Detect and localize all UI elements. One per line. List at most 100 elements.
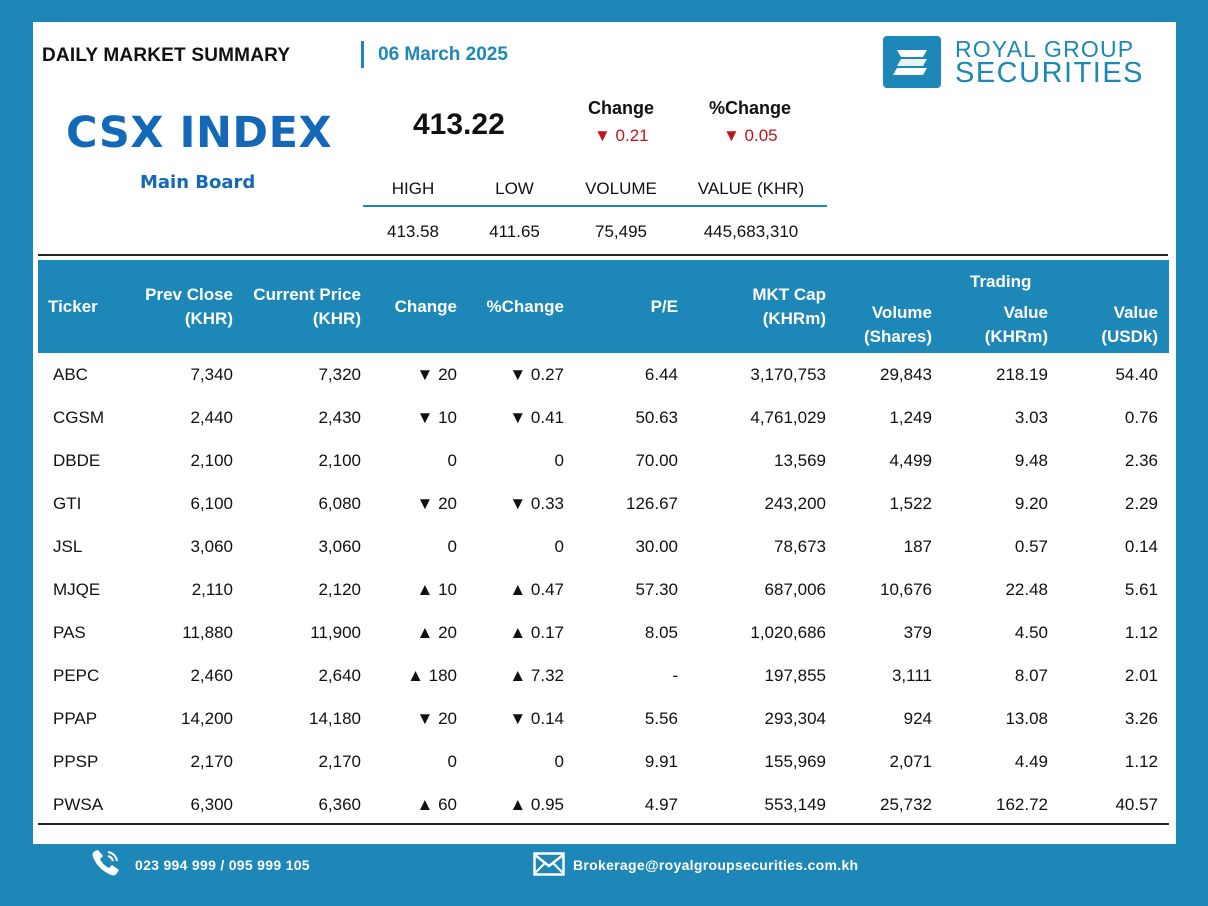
cell-change: ▲ 20 (416, 622, 457, 642)
cell-mkt-cap: 197,855 (764, 665, 826, 685)
cell-pct-change: ▼ 0.27 (509, 364, 564, 384)
cell-value-khr: 9.20 (1014, 493, 1048, 513)
cell-prev-close: 11,880 (182, 622, 233, 642)
cell-value-khr: 8.07 (1014, 665, 1048, 685)
cell-ticker: PAS (53, 622, 86, 642)
cell-prev-close: 2,170 (190, 751, 233, 771)
cell-prev-close: 2,110 (191, 579, 233, 599)
col-pe: P/E (566, 260, 678, 353)
table-row: PWSA 6,300 6,360 ▲ 60 ▲ 0.95 4.97 553,149 25,73… (38, 783, 1169, 826)
cell-pe: 30.00 (635, 536, 678, 556)
table-row: GTI 6,100 6,080 ▼ 20 ▼ 0.33 126.67 243,200 1,52… (38, 482, 1169, 525)
section-divider (38, 254, 1168, 256)
cell-change: 0 (447, 450, 457, 470)
table-row: ABC 7,340 7,320 ▼ 20 ▼ 0.27 6.44 3,170,753 29,8… (38, 353, 1169, 396)
cell-mkt-cap: 78,673 (774, 536, 826, 556)
cell-ticker: GTI (53, 493, 82, 513)
table-row: JSL 3,060 3,060 0 0 30.00 78,673 187 0.57 0.14 (38, 525, 1169, 568)
cell-volume: 1,522 (889, 493, 932, 513)
cell-pct-change: ▲ 0.47 (509, 579, 564, 599)
page-title: DAILY MARKET SUMMARY (42, 45, 291, 66)
cell-value-khr: 9.48 (1014, 450, 1048, 470)
cell-value-usd: 3.26 (1124, 708, 1158, 728)
mail-icon (533, 852, 565, 881)
logo-icon (883, 36, 941, 88)
cell-pe: 57.30 (635, 579, 678, 599)
cell-change: ▲ 180 (407, 665, 457, 685)
cell-value-usd: 1.12 (1124, 622, 1158, 642)
cell-pct-change: 0 (554, 751, 564, 771)
cell-current-price: 11,900 (310, 622, 361, 642)
table-row: DBDE 2,100 2,100 0 0 70.00 13,569 4,499 9.48 2.36 (38, 439, 1169, 482)
cell-pct-change: ▲ 0.95 (509, 794, 564, 814)
cell-volume: 924 (903, 708, 932, 728)
cell-value-khr: 218.19 (996, 364, 1048, 384)
cell-pct-change: ▼ 0.33 (509, 493, 564, 513)
cell-change: 0 (447, 536, 457, 556)
cell-ticker: MJQE (53, 579, 101, 599)
cell-current-price: 6,360 (318, 794, 361, 814)
cell-value-khr: 4.49 (1014, 751, 1048, 771)
cell-current-price: 2,170 (318, 751, 361, 771)
footer-email[interactable]: Brokerage@royalgroupsecurities.com.kh (573, 857, 859, 873)
table-bottom-border (38, 823, 1169, 825)
cell-prev-close: 14,200 (181, 708, 233, 728)
header-divider (361, 41, 364, 68)
col-pct-change: %Change (461, 260, 566, 353)
col-value-khr: Trading Value (KHRm) (932, 260, 1048, 353)
cell-pe: 126.67 (626, 493, 678, 513)
cell-value-khr: 0.57 (1014, 536, 1048, 556)
cell-prev-close: 2,100 (190, 450, 233, 470)
cell-pe: 70.00 (635, 450, 678, 470)
stat-value-volume: 75,495 (595, 222, 647, 241)
cell-ticker: PPSP (53, 751, 99, 771)
footer-phone: 023 994 999 / 095 999 105 (135, 857, 310, 873)
cell-value-usd: 40.57 (1115, 794, 1158, 814)
cell-ticker: PWSA (53, 794, 104, 814)
cell-value-khr: 4.50 (1014, 622, 1048, 642)
cell-ticker: PPAP (53, 708, 98, 728)
cell-value-usd: 54.40 (1115, 364, 1158, 384)
cell-mkt-cap: 553,149 (764, 794, 826, 814)
stat-value-low: 411.65 (489, 222, 540, 241)
cell-mkt-cap: 4,761,029 (750, 407, 826, 427)
cell-pe: 4.97 (644, 794, 678, 814)
cell-mkt-cap: 687,006 (764, 579, 826, 599)
cell-value-usd: 2.01 (1124, 665, 1158, 685)
index-value: 413.22 (413, 108, 505, 141)
cell-volume: 379 (903, 622, 932, 642)
cell-pe: 50.63 (635, 407, 678, 427)
cell-current-price: 14,180 (309, 708, 361, 728)
cell-pct-change: ▲ 0.17 (509, 622, 564, 642)
stat-header-volume: VOLUME (585, 179, 657, 198)
cell-ticker: PEPC (53, 665, 100, 685)
cell-pct-change: 0 (554, 450, 564, 470)
table-row: MJQE 2,110 2,120 ▲ 10 ▲ 0.47 57.30 687,006 10,6… (38, 568, 1169, 611)
cell-value-usd: 0.14 (1124, 536, 1158, 556)
cell-value-khr: 22.48 (1005, 579, 1048, 599)
cell-mkt-cap: 155,969 (764, 751, 826, 771)
table-row: PPSP 2,170 2,170 0 0 9.91 155,969 2,071 4.49 1.12 (38, 740, 1169, 783)
cell-prev-close: 2,440 (190, 407, 233, 427)
col-value-usd: Value (USDk) (1048, 260, 1169, 353)
cell-change: ▼ 20 (416, 364, 457, 384)
summary-card: DAILY MARKET SUMMARY 06 March 2025 ROYAL… (33, 22, 1176, 844)
cell-mkt-cap: 13,569 (774, 450, 826, 470)
stat-value-high: 413.58 (387, 222, 439, 241)
cell-value-usd: 0.76 (1124, 407, 1158, 427)
col-current-price: Current Price (KHR) (233, 260, 361, 353)
cell-prev-close: 7,340 (190, 364, 233, 384)
stat-header-low: LOW (495, 179, 534, 198)
cell-ticker: CGSM (53, 407, 104, 427)
col-change: Change (361, 260, 461, 353)
report-date: 06 March 2025 (378, 44, 508, 65)
col-volume: Volume (Shares) (826, 260, 932, 353)
cell-pe: 9.91 (644, 751, 678, 771)
cell-prev-close: 2,460 (190, 665, 233, 685)
stat-value-value: 445,683,310 (703, 222, 799, 241)
cell-value-usd: 2.29 (1124, 493, 1158, 513)
stats-divider (363, 205, 827, 207)
cell-volume: 1,249 (889, 407, 932, 427)
cell-value-khr: 3.03 (1014, 407, 1048, 427)
cell-volume: 3,111 (891, 665, 932, 685)
